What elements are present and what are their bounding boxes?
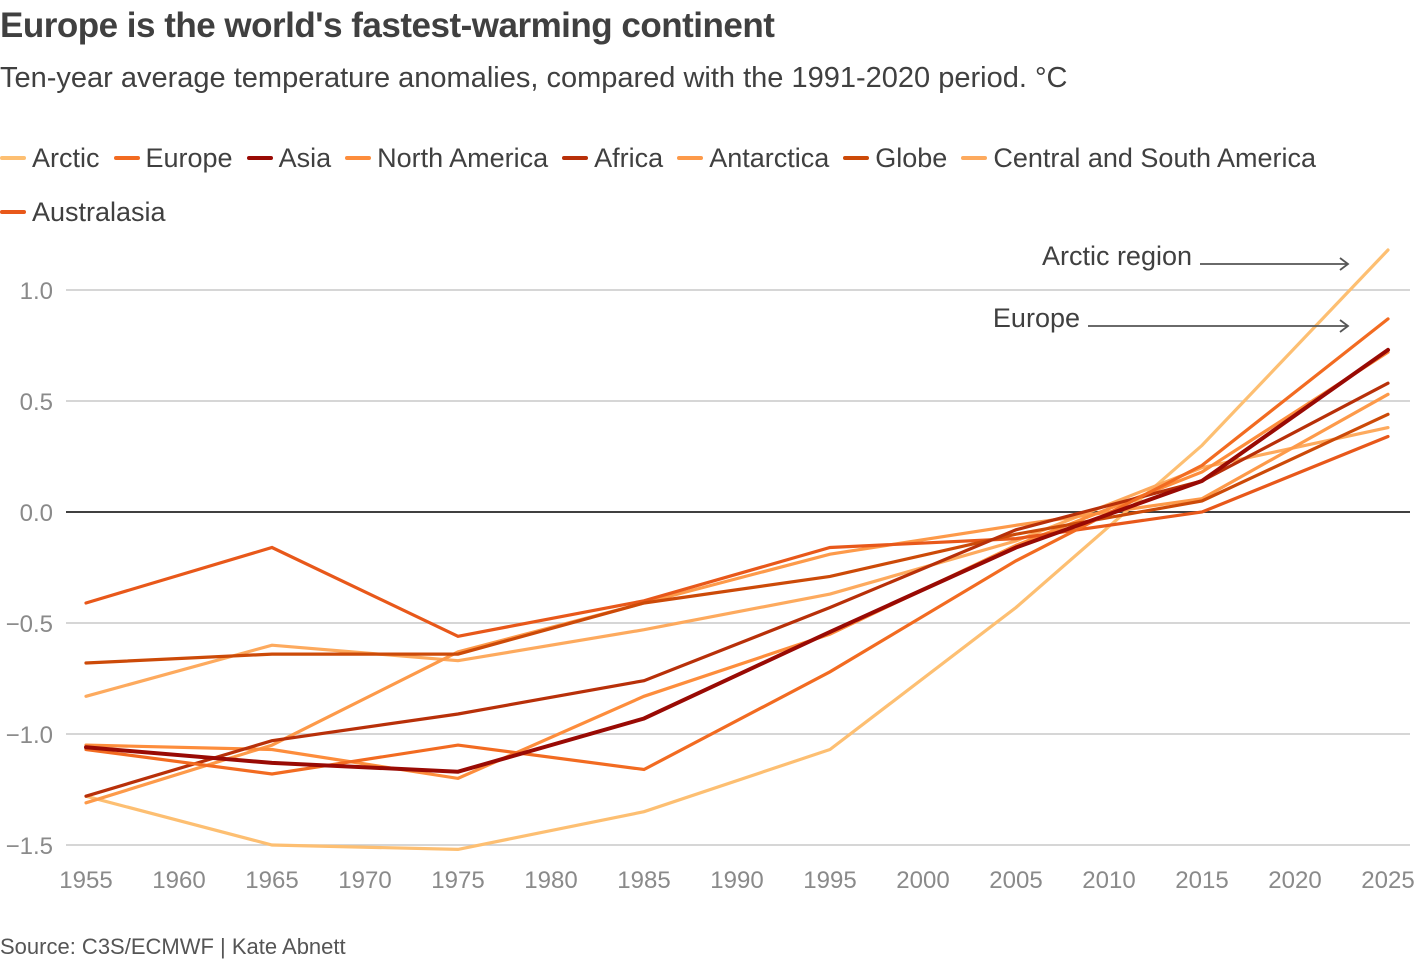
chart-subtitle: Ten-year average temperature anomalies, …	[0, 62, 1068, 94]
y-tick-label: 0.5	[20, 389, 53, 416]
line-chart: 1.00.50.0−0.5−1.0−1.5 1955 1960 1965 1970 19…	[6, 241, 1415, 894]
x-tick-label: 2025	[1361, 867, 1414, 894]
legend-swatch	[677, 155, 704, 160]
annotation-arctic: Arctic region	[1042, 241, 1350, 271]
legend-label: Arctic	[32, 143, 100, 173]
legend-label: Globe	[875, 143, 948, 173]
legend-label: Europe	[145, 143, 233, 173]
series-line-north-america	[84, 350, 1390, 781]
legend-item: Australasia	[0, 185, 166, 239]
legend-swatch	[345, 155, 372, 160]
x-tick-label: 1980	[524, 867, 577, 894]
legend-item: Central and South America	[961, 131, 1316, 185]
legend-label: Antarctica	[709, 143, 830, 173]
legend-item: Europe	[113, 131, 233, 185]
y-tick-label: −1.0	[6, 722, 53, 749]
series-line-asia	[84, 347, 1390, 774]
x-tick-label: 1995	[803, 867, 856, 894]
legend-label: North America	[377, 143, 549, 173]
series-line-globe	[84, 412, 1390, 665]
legend-label: Asia	[278, 143, 332, 173]
legend-label: Africa	[594, 143, 664, 173]
y-tick-label: −1.5	[6, 833, 53, 860]
annotation-label: Arctic region	[1042, 241, 1192, 271]
chart-title: Europe is the world's fastest-warming co…	[0, 6, 775, 45]
y-tick-label: 0.0	[20, 500, 53, 527]
annotations: Arctic region Europe	[993, 241, 1350, 333]
annotation-label: Europe	[993, 303, 1080, 333]
legend-item: North America	[345, 131, 548, 185]
legend-swatch	[246, 155, 273, 160]
legend-swatch	[0, 155, 26, 160]
x-tick-label: 1955	[59, 867, 112, 894]
x-tick-label: 1990	[710, 867, 763, 894]
legend-item: Arctic	[0, 131, 100, 185]
x-tick-label: 1965	[245, 867, 298, 894]
legend-swatch	[562, 155, 589, 160]
annotation-europe: Europe	[993, 303, 1350, 333]
y-tick-label: −0.5	[6, 611, 53, 638]
x-axis-ticks: 1955 1960 1965 1970 1975 1980 1985 1990 1995 2000…	[59, 867, 1414, 894]
legend-swatch	[843, 155, 870, 160]
x-tick-label: 2010	[1082, 867, 1135, 894]
legend-item: Africa	[562, 131, 663, 185]
legend-swatch	[0, 209, 26, 214]
series-line-antarctica	[84, 392, 1390, 805]
x-tick-label: 2020	[1268, 867, 1321, 894]
series-line-australasia	[84, 434, 1390, 638]
legend-item: Antarctica	[677, 131, 829, 185]
series-line-central-and-south-america	[84, 426, 1390, 698]
source-note: Source: C3S/ECMWF | Kate Abnett	[0, 934, 346, 959]
arrow-head-icon	[1339, 257, 1350, 271]
x-tick-label: 1985	[617, 867, 670, 894]
x-tick-label: 1970	[338, 867, 391, 894]
legend-item: Globe	[843, 131, 947, 185]
series-line-europe	[84, 317, 1390, 776]
series-line-africa	[84, 381, 1390, 798]
legend-label: Central and South America	[993, 143, 1317, 173]
series-lines	[84, 248, 1390, 852]
x-tick-label: 1975	[431, 867, 484, 894]
arrow-head-icon	[1339, 319, 1350, 333]
x-tick-label: 2015	[1175, 867, 1228, 894]
legend-swatch	[113, 155, 140, 160]
series-line-arctic	[84, 248, 1390, 852]
x-tick-label: 2000	[896, 867, 949, 894]
legend-item: Asia	[246, 131, 332, 185]
x-tick-label: 2005	[989, 867, 1042, 894]
y-tick-label: 1.0	[20, 278, 53, 305]
legend: Arctic Europe Asia North America Africa Antar…	[0, 131, 1410, 239]
legend-swatch	[961, 155, 988, 160]
legend-label: Australasia	[32, 197, 166, 227]
x-tick-label: 1960	[152, 867, 205, 894]
y-axis-ticks: 1.0 0.5 0.0 −0.5 −1.0 −1.5	[6, 278, 53, 860]
